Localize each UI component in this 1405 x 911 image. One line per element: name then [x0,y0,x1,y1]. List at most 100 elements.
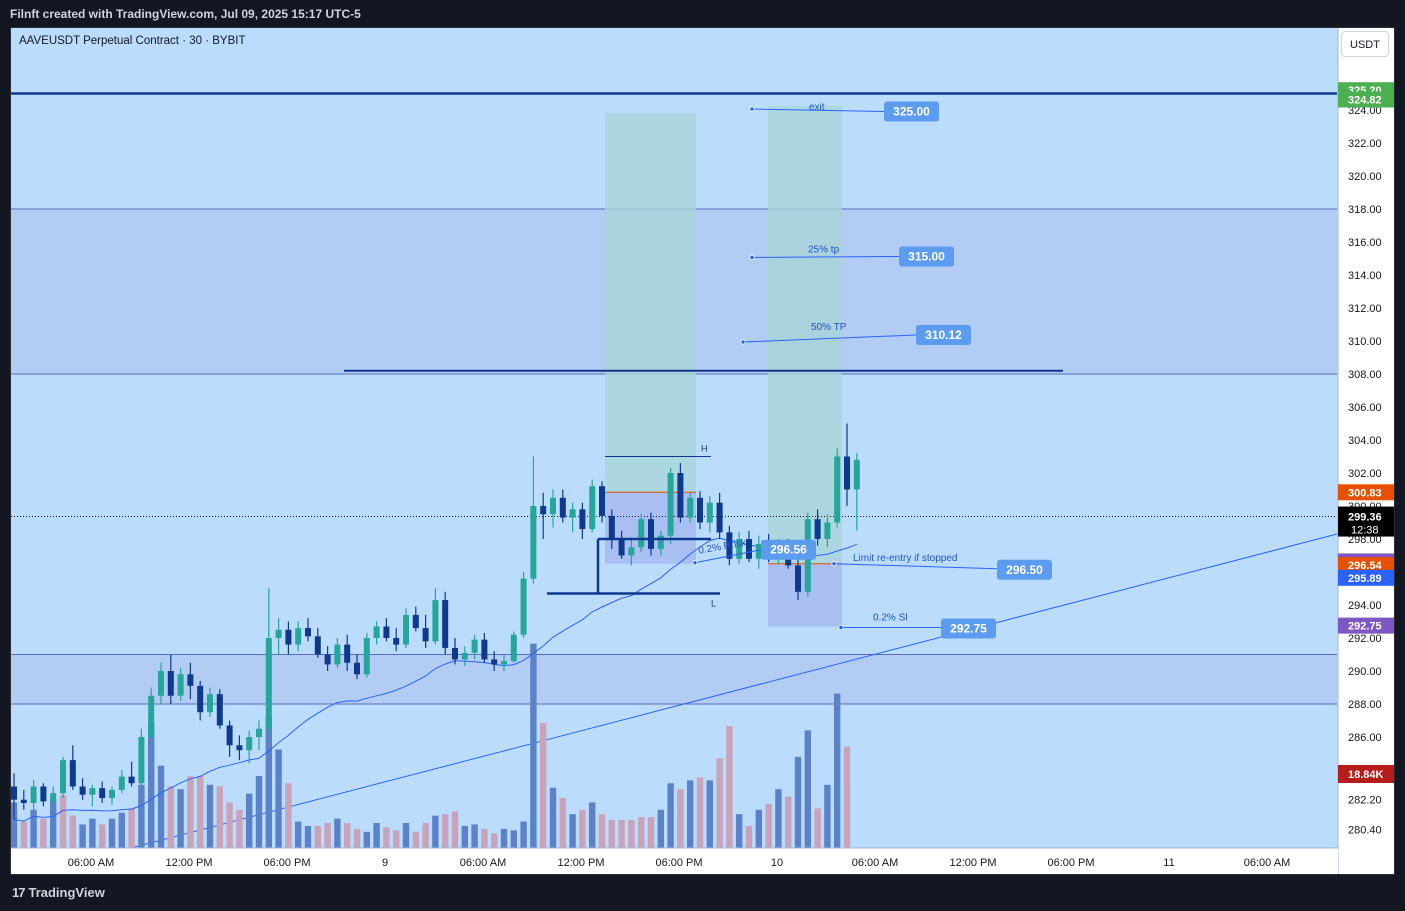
candle-body [11,786,17,800]
price-badge: 296.54 [1338,557,1394,574]
moving-average-line [13,537,857,822]
volume-bar [363,831,370,848]
time-tick-label: 06:00 PM [1047,857,1094,869]
candle [716,492,723,539]
chart-background [11,28,1394,874]
volume-bar [40,818,47,848]
annotation-price-box [884,101,939,122]
candle-body [265,638,272,729]
annotation-0: exit 325.00 [749,101,939,122]
volume-bar [628,820,635,848]
annotation-text: exit [809,102,825,113]
candle-body [657,535,664,549]
time-tick-label: 12:00 PM [949,857,996,869]
candle-body [755,543,762,559]
annotation-price-box [899,246,954,267]
currency-button[interactable]: USDT [1341,31,1389,57]
price-badge-text: 296.54 [1348,560,1383,572]
candle [226,720,233,757]
candle [726,525,733,566]
annotation-text: 50% TP [811,322,847,333]
candle-body [638,519,645,548]
price-badge-bg [1338,569,1394,586]
candle-body [579,509,586,530]
volume-bar [804,730,811,848]
candle [118,770,125,794]
candle-body [550,497,556,515]
candle [755,535,762,569]
annotation-anchor [749,106,755,112]
annotation-price-label: 325.00 [893,105,930,119]
volume-badge: 18.84K [1348,769,1384,781]
volume-bar [510,830,517,848]
candle-body [844,456,850,490]
candle [736,532,743,564]
volume-bar [775,789,782,848]
candle-body [305,628,311,637]
annotation-connector [751,108,885,112]
candle-body [148,695,155,737]
candle [412,606,419,632]
candle-body [354,662,360,675]
candle [305,618,311,642]
price-tick-label: 318.00 [1348,204,1382,216]
volume-bar [696,777,704,848]
candle [187,662,194,700]
candle-body [99,788,106,799]
candle-body [30,786,37,803]
volume-bar [638,817,645,848]
time-tick-label: 06:00 PM [263,857,310,869]
candle [79,778,86,800]
candle-body [834,456,841,523]
annotation-connector [751,256,900,258]
volume-bar [520,821,527,848]
candle-body [736,539,743,559]
candle [559,489,566,523]
candle [167,654,174,704]
volume-bar [687,780,694,848]
volume-bar [20,821,27,848]
candle-body [177,674,184,696]
candle [236,735,243,761]
candle-body [197,685,204,713]
candle [373,621,380,645]
volume-bar [745,825,753,848]
candle-body [814,519,821,539]
volume-bar [481,828,488,848]
price-tick-label: 292.00 [1348,633,1382,645]
volume-bar [549,787,557,848]
candle-body [275,629,282,638]
candle-body [687,497,694,518]
candle-body [167,671,174,696]
candle [628,539,635,566]
candle [158,662,164,704]
candle-body [187,674,194,686]
time-tick-label: 12:00 PM [165,857,212,869]
volume-bar [608,820,615,848]
candle [383,618,390,642]
price-tick-label: 322.00 [1348,138,1382,150]
candle-body [530,506,537,579]
price-badge-text: 300.83 [1348,487,1382,499]
volume-bar [794,756,802,848]
candle [687,492,694,523]
candle-body [853,459,860,490]
candle-body [608,515,615,539]
price-tick-label: 310.00 [1348,336,1382,348]
volume-bar [59,795,67,848]
candle-body [314,636,321,655]
candle-body [520,578,527,635]
volume-bar [471,824,478,848]
candle [824,514,831,548]
volume-bar [69,815,76,848]
annotation-5: 0.2% Sl 292.75 [838,612,996,639]
price-badge: 292.75 [1338,617,1394,634]
annotation-anchor [692,560,698,566]
time-axis-background [11,848,1338,874]
price-tick-label: 302.00 [1348,468,1382,480]
volume-bar [324,823,331,848]
price-axis-background [1338,28,1394,874]
volume-bar [118,812,125,848]
